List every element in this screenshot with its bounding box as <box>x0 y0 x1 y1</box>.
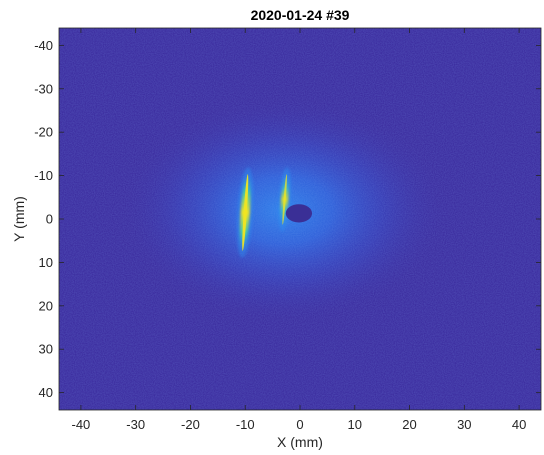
y-tick-label: 30 <box>39 342 53 357</box>
y-tick-label: -10 <box>34 168 53 183</box>
y-axis: -40 -30 -20 -10 0 10 20 30 40 <box>34 38 541 400</box>
x-axis: -40 -30 -20 -10 0 10 20 30 40 <box>72 28 526 432</box>
x-tick-label: 10 <box>348 417 362 432</box>
bright-stripe <box>236 167 254 258</box>
x-tick-label: 40 <box>512 417 526 432</box>
stripe-spine <box>242 174 249 251</box>
plot-area <box>59 28 541 410</box>
dark-disc <box>285 204 313 223</box>
y-tick-label: -40 <box>34 38 53 53</box>
x-tick-label: -40 <box>72 417 91 432</box>
y-tick-label: -30 <box>34 81 53 96</box>
x-tick-label: -20 <box>181 417 200 432</box>
y-axis-label: Y (mm) <box>11 196 27 242</box>
y-tick-label: 0 <box>46 212 53 227</box>
stripe-spine <box>282 174 287 225</box>
y-tick-label: 10 <box>39 255 53 270</box>
chart-title: 2020-01-24 #39 <box>251 7 350 23</box>
y-tick-label: -20 <box>34 125 53 140</box>
x-tick-label: 20 <box>402 417 416 432</box>
x-tick-label: 30 <box>457 417 471 432</box>
x-tick-label: 0 <box>296 417 303 432</box>
y-tick-label: 40 <box>39 385 53 400</box>
x-tick-label: -30 <box>126 417 145 432</box>
x-axis-label: X (mm) <box>277 434 323 450</box>
x-tick-label: -10 <box>236 417 255 432</box>
y-tick-label: 20 <box>39 298 53 313</box>
